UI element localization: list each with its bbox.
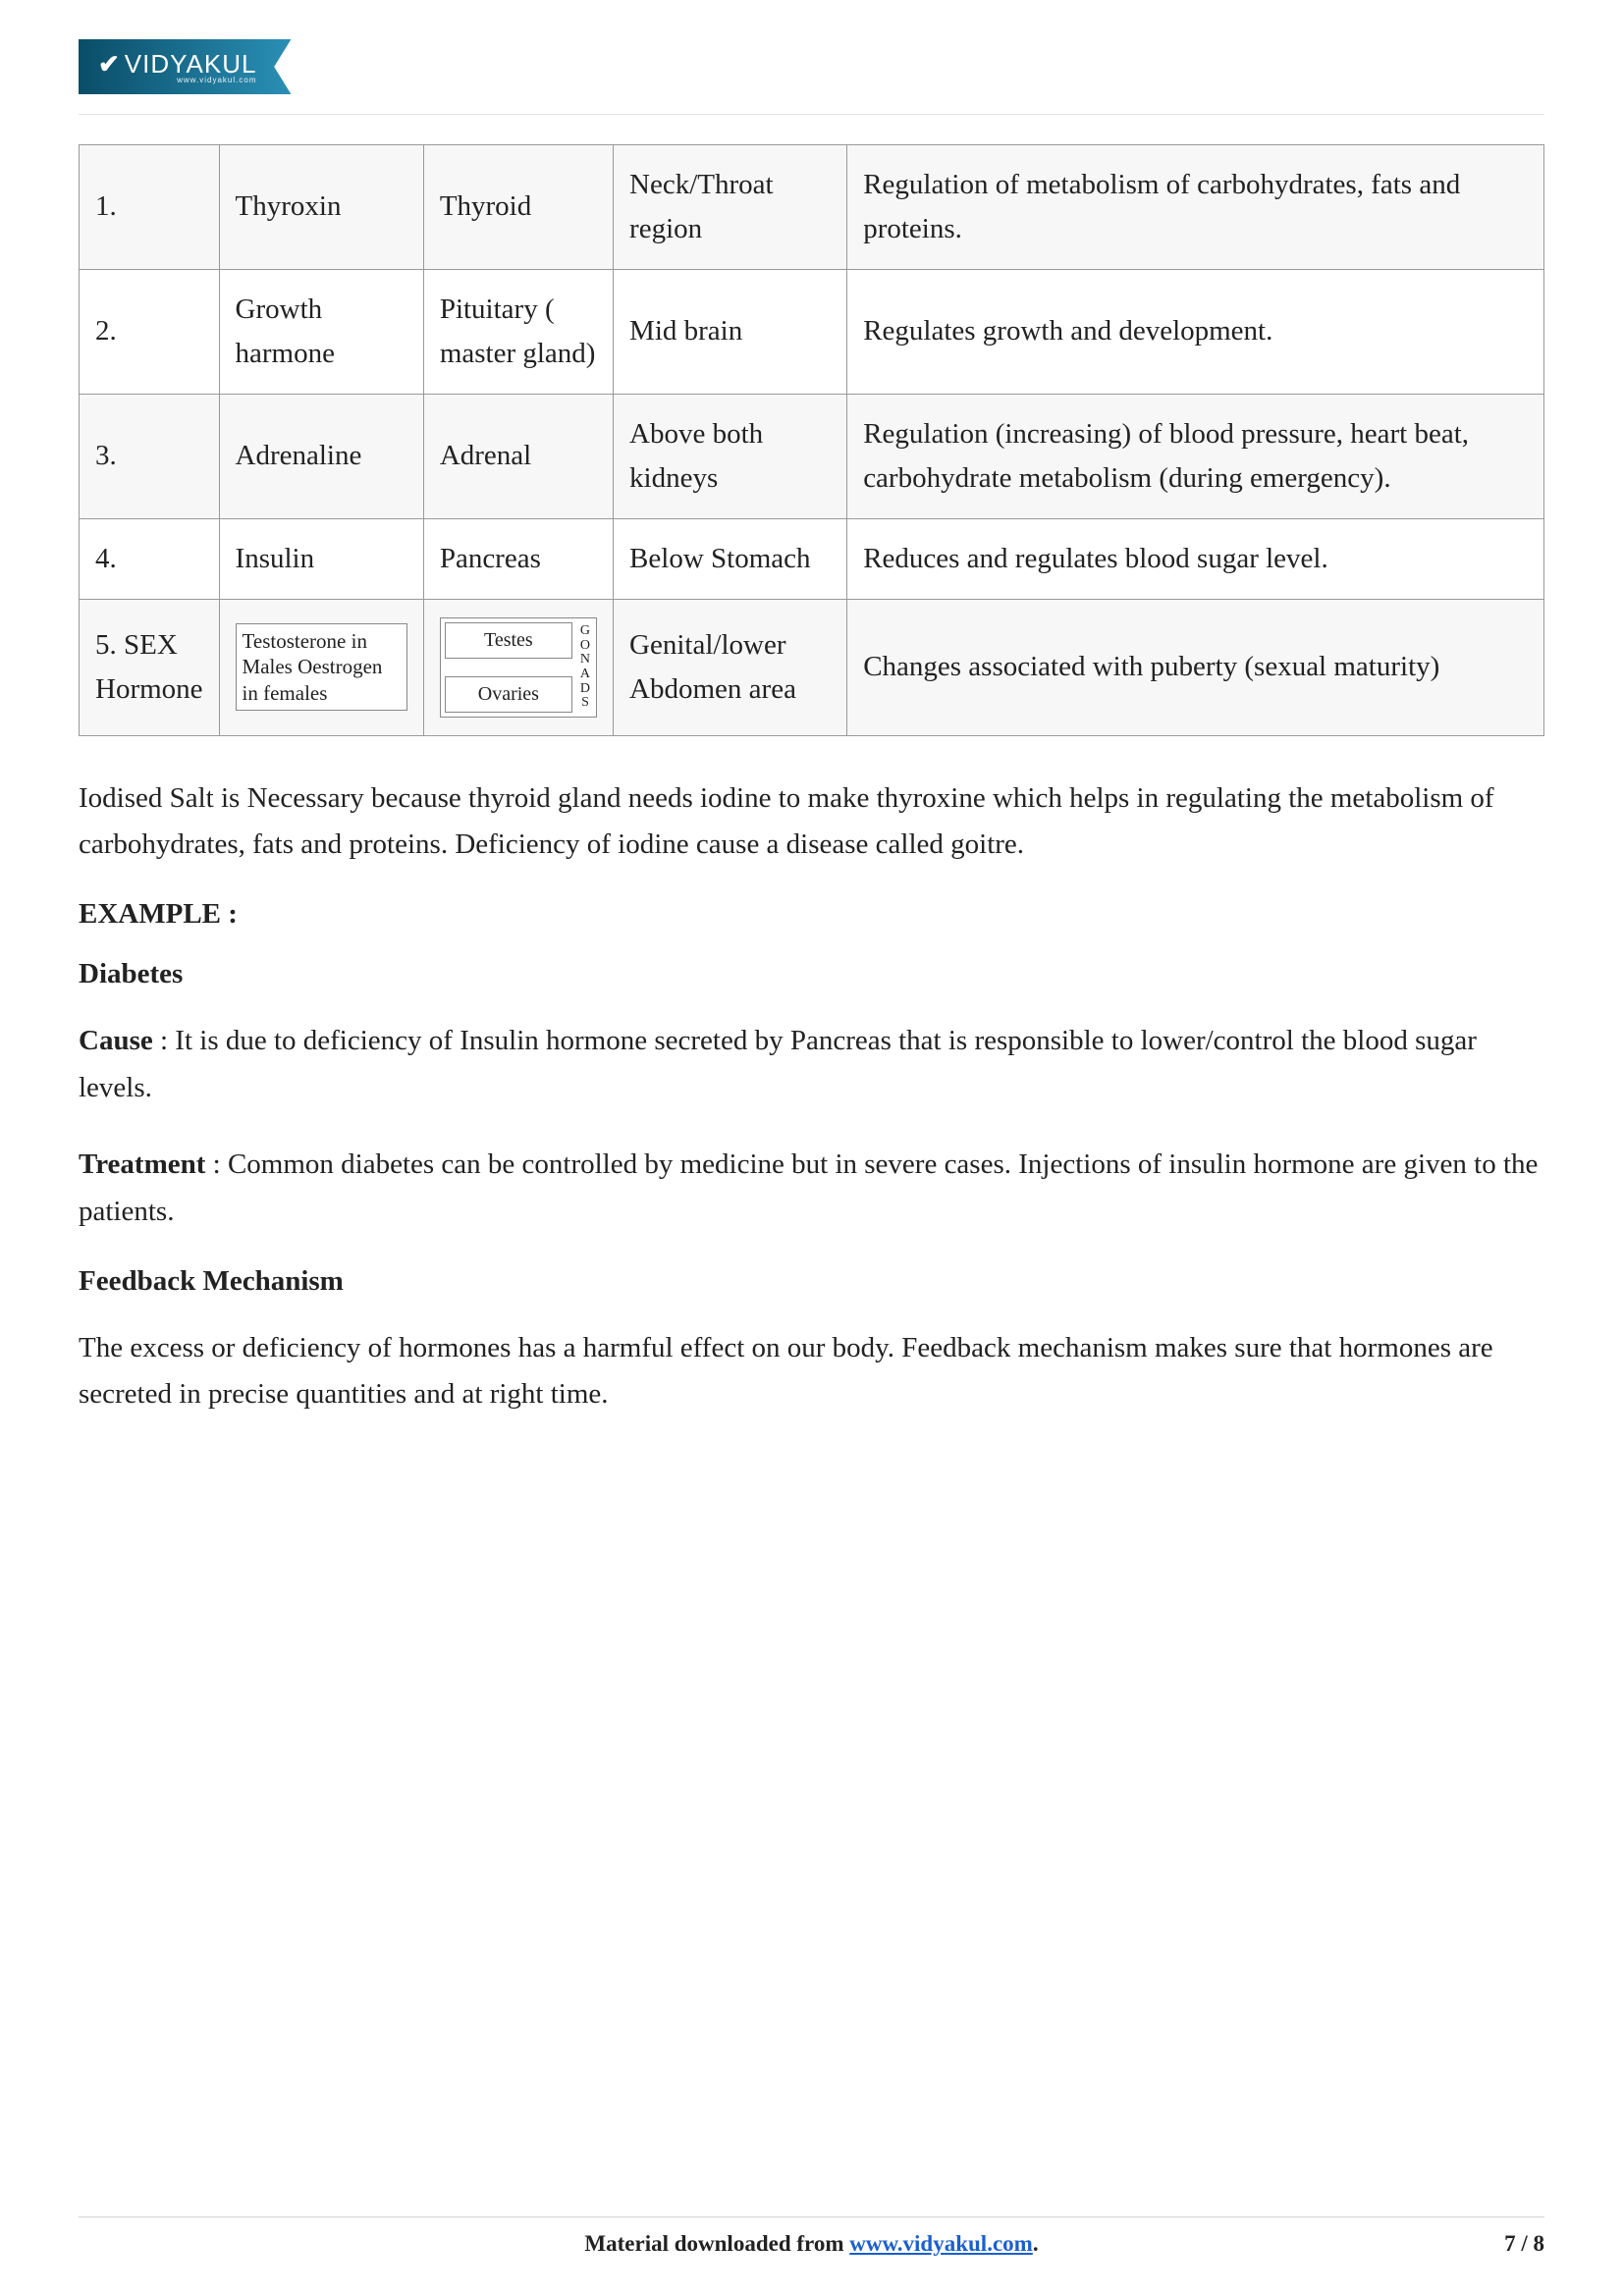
iodised-salt-paragraph: Iodised Salt is Necessary because thyroi… [79, 775, 1544, 870]
cell-hormone: Adrenaline [219, 394, 423, 518]
cause-label: Cause [79, 1025, 153, 1056]
cell-gland: Thyroid [423, 145, 613, 270]
logo-text: VIDYAKUL [125, 49, 257, 79]
cell-gland: Adrenal [423, 394, 613, 518]
cell-function: Regulation of metabolism of carbohydrate… [847, 145, 1544, 270]
cell-hormone: Thyroxin [219, 145, 423, 270]
cell-hormone: Testosterone in Males Oestrogen in femal… [219, 599, 423, 735]
diabetes-heading: Diabetes [79, 958, 1544, 990]
cell-gland: Pituitary ( master gland) [423, 269, 613, 394]
cell-location: Below Stomach [614, 518, 847, 599]
table-row: 2. Growth harmone Pituitary ( master gla… [80, 269, 1544, 394]
cell-gland: Testes Ovaries GONADS [423, 599, 613, 735]
cell-hormone: Growth harmone [219, 269, 423, 394]
footer-prefix: Material downloaded from [584, 2231, 849, 2256]
gland-chip-testes: Testes [445, 622, 572, 659]
footer-suffix: . [1033, 2231, 1039, 2256]
cell-location: Neck/Throat region [614, 145, 847, 270]
gonads-vertical-label: GONADS [578, 622, 592, 713]
logo-subtext: www.vidyakul.com [98, 76, 256, 84]
feedback-paragraph: The excess or deficiency of hormones has… [79, 1325, 1544, 1419]
page-number: 7 / 8 [1504, 2231, 1544, 2257]
table-row: 4. Insulin Pancreas Below Stomach Reduce… [80, 518, 1544, 599]
hormone-table: 1. Thyroxin Thyroid Neck/Throat region R… [79, 144, 1544, 736]
gland-chip-ovaries: Ovaries [445, 676, 572, 713]
vidyakul-logo: ✔VIDYAKUL www.vidyakul.com [79, 39, 291, 94]
footer: Material downloaded from www.vidyakul.co… [79, 2216, 1544, 2257]
cell-sno: 3. [80, 394, 220, 518]
hormone-inner-box: Testosterone in Males Oestrogen in femal… [236, 623, 407, 711]
cell-gland: Pancreas [423, 518, 613, 599]
treatment-paragraph: Treatment : Common diabetes can be contr… [79, 1142, 1544, 1236]
gland-inner-col: Testes Ovaries [445, 622, 572, 713]
cell-function: Regulates growth and development. [847, 269, 1544, 394]
cell-function: Changes associated with puberty (sexual … [847, 599, 1544, 735]
example-heading: EXAMPLE : [79, 898, 1544, 931]
cell-sno: 5. SEX Hormone [80, 599, 220, 735]
cause-text: : It is due to deficiency of Insulin hor… [79, 1025, 1477, 1103]
footer-link[interactable]: www.vidyakul.com [849, 2231, 1033, 2256]
cell-location: Mid brain [614, 269, 847, 394]
header: ✔VIDYAKUL www.vidyakul.com [79, 39, 1544, 115]
cell-sno: 1. [80, 145, 220, 270]
cause-paragraph: Cause : It is due to deficiency of Insul… [79, 1018, 1544, 1112]
gland-inner-box: Testes Ovaries GONADS [440, 617, 597, 718]
table-row: 5. SEX Hormone Testosterone in Males Oes… [80, 599, 1544, 735]
footer-center-text: Material downloaded from www.vidyakul.co… [79, 2231, 1544, 2257]
feedback-heading: Feedback Mechanism [79, 1265, 1544, 1298]
cell-location: Above both kidneys [614, 394, 847, 518]
cell-sno: 2. [80, 269, 220, 394]
cell-location: Genital/lower Abdomen area [614, 599, 847, 735]
cell-hormone: Insulin [219, 518, 423, 599]
treatment-label: Treatment [79, 1148, 205, 1180]
table-row: 1. Thyroxin Thyroid Neck/Throat region R… [80, 145, 1544, 270]
cell-function: Regulation (increasing) of blood pressur… [847, 394, 1544, 518]
cell-sno: 4. [80, 518, 220, 599]
table-row: 3. Adrenaline Adrenal Above both kidneys… [80, 394, 1544, 518]
cell-function: Reduces and regulates blood sugar level. [847, 518, 1544, 599]
treatment-text: : Common diabetes can be controlled by m… [79, 1148, 1538, 1227]
spacer [445, 659, 572, 676]
